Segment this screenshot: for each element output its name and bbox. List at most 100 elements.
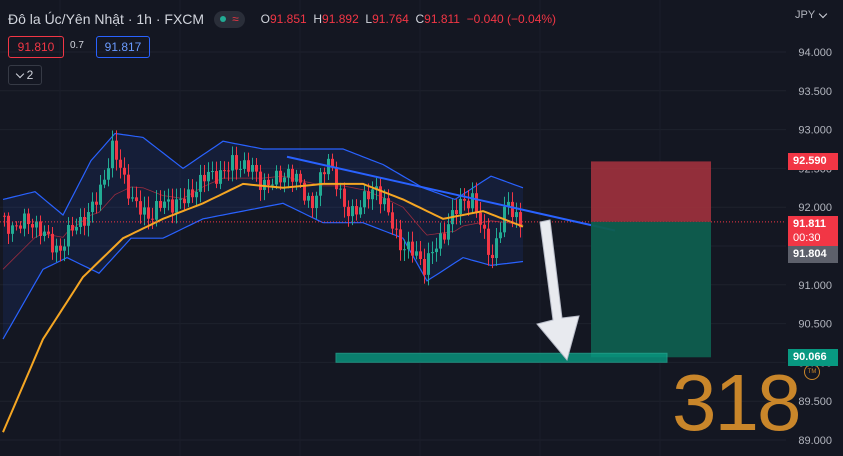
candle: [339, 182, 342, 199]
candle: [267, 173, 270, 194]
candle: [367, 183, 370, 209]
candle: [303, 179, 306, 205]
price-tick-label: 90.500: [798, 319, 832, 331]
candle: [127, 164, 130, 206]
target-zone-bar: [335, 352, 668, 363]
candle: [255, 158, 258, 182]
candle: [39, 215, 42, 245]
candle: [511, 192, 514, 228]
band-lower-line: [2, 202, 524, 340]
volatility-wave-icon: ≈: [232, 12, 239, 26]
candle: [27, 208, 30, 235]
candle: [399, 219, 402, 261]
chart-header: Đô la Úc/Yên Nhật · 1h · FXCM ≈ O91.851 …: [8, 9, 556, 29]
moving-average-line: [2, 182, 524, 433]
candle: [231, 146, 234, 182]
candle: [271, 178, 274, 191]
candle: [371, 181, 374, 210]
price-tick-label: 89.000: [798, 435, 832, 447]
candle: [499, 222, 502, 244]
candle: [175, 188, 178, 224]
candle: [63, 238, 66, 262]
candle: [167, 188, 170, 211]
trademark-icon: TM: [804, 364, 820, 380]
open-value: 91.851: [270, 12, 307, 26]
candle: [151, 207, 154, 230]
price-tick-label: 91.000: [798, 280, 832, 292]
candle: [363, 183, 366, 214]
candle: [343, 182, 346, 218]
current-price-label: 91.811 00:30: [788, 216, 838, 246]
price-tick-label: 93.500: [798, 86, 832, 98]
candle: [435, 237, 438, 262]
price-tick-label: 89.500: [798, 396, 832, 408]
buy-button[interactable]: 91.817: [96, 36, 150, 58]
watermark-number: 318: [672, 358, 801, 447]
candle: [487, 218, 490, 266]
candle: [227, 161, 230, 181]
change-value: −0.040 (−0.04%): [466, 12, 557, 26]
candle: [11, 221, 14, 242]
candle: [415, 241, 418, 260]
candle: [439, 222, 442, 256]
candle: [107, 158, 110, 187]
candle: [251, 157, 254, 180]
candle: [247, 152, 250, 177]
market-open-dot-icon: [220, 16, 227, 22]
candle: [463, 188, 466, 211]
candle: [203, 165, 206, 193]
chevron-down-icon: [818, 9, 828, 18]
candle: [143, 196, 146, 226]
candle: [323, 167, 326, 183]
candle: [3, 212, 6, 227]
candle: [87, 202, 90, 237]
high-value: 91.892: [322, 12, 359, 26]
candle: [275, 165, 278, 190]
candle: [79, 208, 82, 235]
candle: [391, 203, 394, 235]
candle: [31, 218, 34, 239]
market-status-badge[interactable]: ≈: [214, 10, 245, 28]
candle: [287, 164, 290, 189]
candle: [163, 190, 166, 214]
ohlc-readout: O91.851 H91.892 L91.764 C91.811 −0.040 (…: [260, 12, 557, 26]
indicators-toggle[interactable]: 2: [8, 65, 42, 85]
bar-countdown: 00:30: [793, 232, 821, 244]
candle: [379, 177, 382, 214]
candle: [507, 192, 510, 215]
candle: [155, 190, 158, 227]
candle: [135, 186, 138, 208]
currency-selector[interactable]: JPY: [795, 9, 828, 21]
target-price-label: 90.066: [788, 349, 838, 366]
candle: [67, 217, 70, 256]
candle: [283, 172, 286, 193]
symbol-title[interactable]: Đô la Úc/Yên Nhật · 1h · FXCM: [8, 11, 205, 27]
candle: [115, 130, 118, 171]
sell-button[interactable]: 91.810: [8, 36, 64, 58]
currency-label: JPY: [795, 9, 816, 21]
candle: [431, 241, 434, 264]
candle: [103, 169, 106, 189]
candle: [55, 238, 58, 263]
candle: [311, 192, 314, 218]
candle: [91, 192, 94, 223]
chart-overlays: [0, 155, 786, 433]
candle: [71, 216, 74, 237]
candle: [223, 161, 226, 179]
candle: [427, 242, 430, 286]
price-tick-label: 94.000: [798, 47, 832, 59]
candle: [219, 160, 222, 190]
candle: [279, 165, 282, 190]
candle: [359, 200, 362, 218]
take-profit-zone: [591, 221, 711, 358]
candle: [495, 227, 498, 266]
candle: [59, 238, 62, 262]
candle: [443, 222, 446, 244]
candle: [187, 178, 190, 208]
candle: [395, 219, 398, 239]
candle: [299, 170, 302, 189]
candle: [479, 202, 482, 233]
current-price-value: 91.811: [793, 218, 827, 230]
candle: [315, 191, 318, 219]
